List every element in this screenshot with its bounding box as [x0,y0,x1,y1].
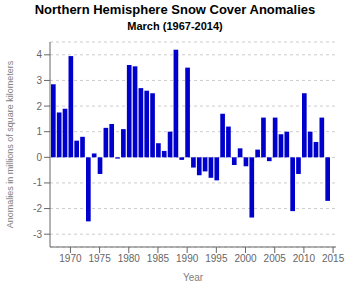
svg-text:-1: -1 [33,177,42,188]
svg-text:1970: 1970 [59,253,82,264]
svg-text:1975: 1975 [88,253,111,264]
svg-text:1980: 1980 [118,253,141,264]
svg-text:2000: 2000 [234,253,257,264]
svg-text:4: 4 [36,49,42,60]
svg-text:2005: 2005 [264,253,287,264]
svg-text:Year: Year [183,272,204,283]
svg-text:2015: 2015 [322,253,342,264]
svg-text:1990: 1990 [176,253,199,264]
svg-text:2: 2 [36,101,42,112]
svg-text:1: 1 [36,126,42,137]
svg-text:0: 0 [36,152,42,163]
svg-text:2010: 2010 [293,253,316,264]
html-text:Northern Hemisphere Snow Cover: Northern Hemisphere Snow Cover Anomalies [34,2,316,17]
svg-text:-2: -2 [33,203,42,214]
svg-text:1985: 1985 [147,253,170,264]
svg-text:3: 3 [36,75,42,86]
svg-text:1995: 1995 [205,253,228,264]
html-text:March (1967-2014): March (1967-2014) [127,20,223,32]
svg-text:-3: -3 [33,229,42,240]
svg-text:Anomalies in millions of squar: Anomalies in millions of square kilomete… [8,60,15,228]
